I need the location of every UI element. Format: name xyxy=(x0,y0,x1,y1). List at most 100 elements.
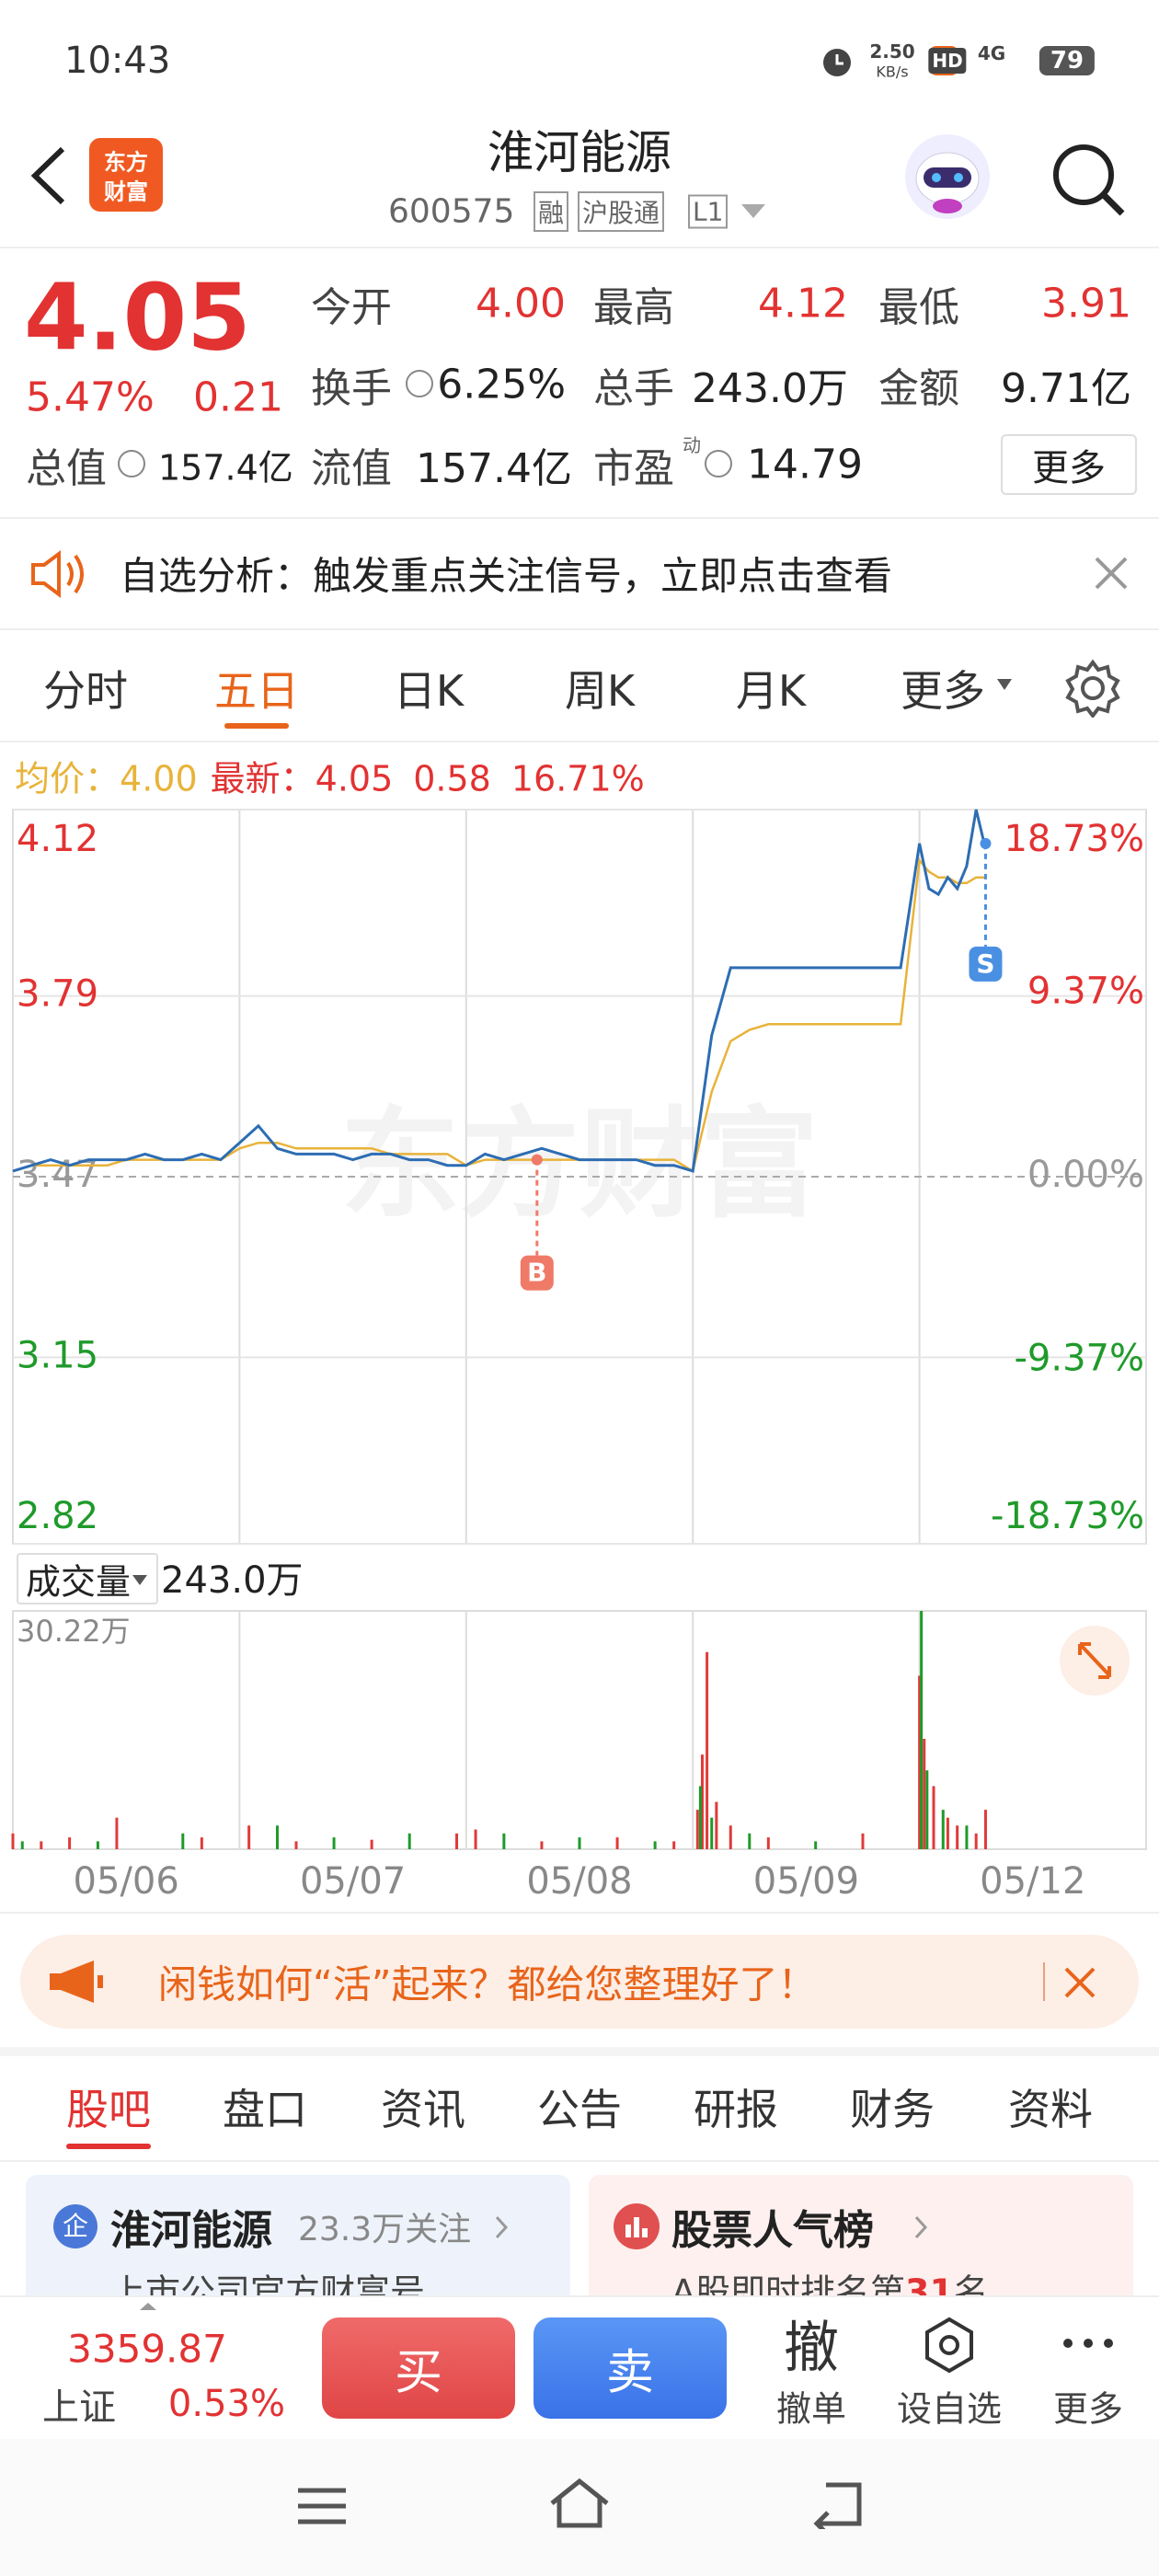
y2-tick-label: -18.73% xyxy=(991,1495,1144,1537)
field-value: 6.25% xyxy=(437,361,566,408)
volume-bar xyxy=(941,1810,945,1849)
more-button[interactable]: 更多 xyxy=(1001,434,1137,495)
assistant-avatar[interactable] xyxy=(901,131,993,223)
y2-tick-label: -9.37% xyxy=(1014,1338,1144,1380)
volume-bar xyxy=(68,1837,72,1849)
watch-icon[interactable] xyxy=(922,2316,977,2375)
field-label: 今开 xyxy=(311,284,392,331)
field-value: 4.12 xyxy=(758,280,848,328)
volume-bar xyxy=(11,1833,15,1849)
y-tick-label: 3.79 xyxy=(17,973,98,1016)
close-button[interactable] xyxy=(1093,555,1130,592)
volume-tick-label: 30.22万 xyxy=(17,1614,131,1649)
ad-banner[interactable]: 闲钱如何“活”起来？都给您整理好了！ xyxy=(20,1935,1139,2029)
info-icon[interactable] xyxy=(118,450,145,477)
tab[interactable]: 资料 xyxy=(1008,2085,1093,2134)
index-pct[interactable]: 0.53% xyxy=(167,2383,285,2425)
field-label: 流值 xyxy=(311,445,392,492)
battery: 79 xyxy=(1039,46,1096,75)
field-label: 换手 xyxy=(311,365,392,412)
volume-bar xyxy=(925,1770,929,1849)
ranking-card[interactable]: 股票人气榜 A股即时排名第31名 xyxy=(589,2175,1133,2313)
sell-button[interactable]: 卖 xyxy=(534,2317,727,2419)
price-change: 0.21 xyxy=(193,374,283,421)
field-label: 总手 xyxy=(593,365,674,412)
notice-text[interactable]: 自选分析：触发重点关注信号，立即点击查看 xyxy=(120,553,893,599)
marker-label: B xyxy=(527,1258,546,1288)
tab-underline xyxy=(66,2144,151,2149)
more-icon[interactable] xyxy=(1061,2334,1116,2352)
tab[interactable]: 月K xyxy=(735,666,807,716)
dropdown-arrow[interactable] xyxy=(740,202,767,221)
watch-label[interactable]: 设自选 xyxy=(896,2388,1003,2430)
chart-legend: 均价：4.00 最新：4.05 0.58 16.71% xyxy=(15,751,645,801)
tab[interactable]: 财务 xyxy=(850,2085,935,2134)
stock-code: 600575 xyxy=(388,192,515,231)
tab[interactable]: 分时 xyxy=(43,666,128,716)
divider xyxy=(0,247,1159,248)
tab[interactable]: 公告 xyxy=(537,2085,622,2134)
volume-bar xyxy=(946,1817,949,1849)
divider xyxy=(0,1912,1159,1914)
tab[interactable]: 资讯 xyxy=(381,2085,465,2134)
volume-bar xyxy=(748,1833,752,1849)
field-label: 金额 xyxy=(878,365,959,412)
buy-label: 买 xyxy=(394,2345,443,2401)
menu-button[interactable] xyxy=(294,2483,350,2529)
tab-active[interactable]: 五日 xyxy=(214,666,299,716)
cancel-icon[interactable]: 撤 xyxy=(784,2316,839,2381)
logo-text: 东方 xyxy=(104,149,148,176)
home-button[interactable] xyxy=(548,2476,611,2531)
x-tick-label: 05/12 xyxy=(980,1860,1085,1903)
legend-label: 均价： xyxy=(15,758,120,799)
y2-tick-label: 18.73% xyxy=(1004,818,1144,860)
volume-selector[interactable]: 成交量 xyxy=(17,1553,158,1604)
search-button[interactable] xyxy=(1047,138,1130,221)
back-button[interactable] xyxy=(26,145,72,206)
volume-bar xyxy=(766,1837,770,1849)
index-name[interactable]: 上证 xyxy=(42,2386,116,2429)
tab[interactable]: 更多 xyxy=(901,666,985,716)
marker-dot xyxy=(980,837,992,849)
tab-active[interactable]: 股吧 xyxy=(66,2085,151,2134)
alarm-icon xyxy=(823,49,851,76)
y-tick-label: 4.12 xyxy=(17,818,98,860)
more-label[interactable]: 更多 xyxy=(1052,2388,1124,2430)
y-tick-label: 2.82 xyxy=(17,1495,98,1537)
legend-value: 0.58 xyxy=(413,758,491,799)
back-nav-button[interactable] xyxy=(808,2479,866,2529)
buy-button[interactable]: 买 xyxy=(322,2317,515,2419)
status-time: 10:43 xyxy=(64,40,171,82)
volume-bar xyxy=(20,1841,24,1849)
tab[interactable]: 周K xyxy=(564,666,636,716)
settings-button[interactable] xyxy=(1063,659,1122,718)
expand-button[interactable] xyxy=(1058,1624,1131,1697)
volume-bar xyxy=(455,1833,459,1849)
volume-bar xyxy=(40,1841,43,1849)
cancel-label[interactable]: 撤单 xyxy=(775,2388,847,2430)
pe-mark: 动 xyxy=(683,434,701,456)
tab[interactable]: 盘口 xyxy=(223,2085,307,2134)
field-label: 市盈 xyxy=(593,445,674,492)
index-value[interactable]: 3359.87 xyxy=(67,2326,227,2372)
field-label: 总值 xyxy=(26,445,107,492)
info-icon[interactable] xyxy=(705,450,732,477)
field-value: 157.4亿 xyxy=(416,445,572,492)
ad-text: 闲钱如何“活”起来？都给您整理好了！ xyxy=(158,1961,817,2007)
close-button[interactable] xyxy=(1063,1966,1096,1999)
marker-label: S xyxy=(976,949,994,979)
company-card[interactable]: 企 淮河能源 23.3万关注 上市公司官方财富号 xyxy=(26,2175,570,2313)
legend-value: 4.05 xyxy=(315,758,394,799)
volume-bar xyxy=(729,1825,732,1849)
card-title: 淮河能源 xyxy=(110,2207,272,2254)
volume-bar xyxy=(474,1829,477,1849)
field-value: 9.71亿 xyxy=(1001,365,1131,412)
volume-bar xyxy=(247,1825,251,1849)
volume-bar xyxy=(672,1841,676,1849)
tab[interactable]: 研报 xyxy=(694,2085,778,2134)
tab[interactable]: 日K xyxy=(393,666,465,716)
volume-bar xyxy=(710,1817,714,1849)
volume-bar xyxy=(540,1841,544,1849)
info-icon[interactable] xyxy=(406,370,433,397)
